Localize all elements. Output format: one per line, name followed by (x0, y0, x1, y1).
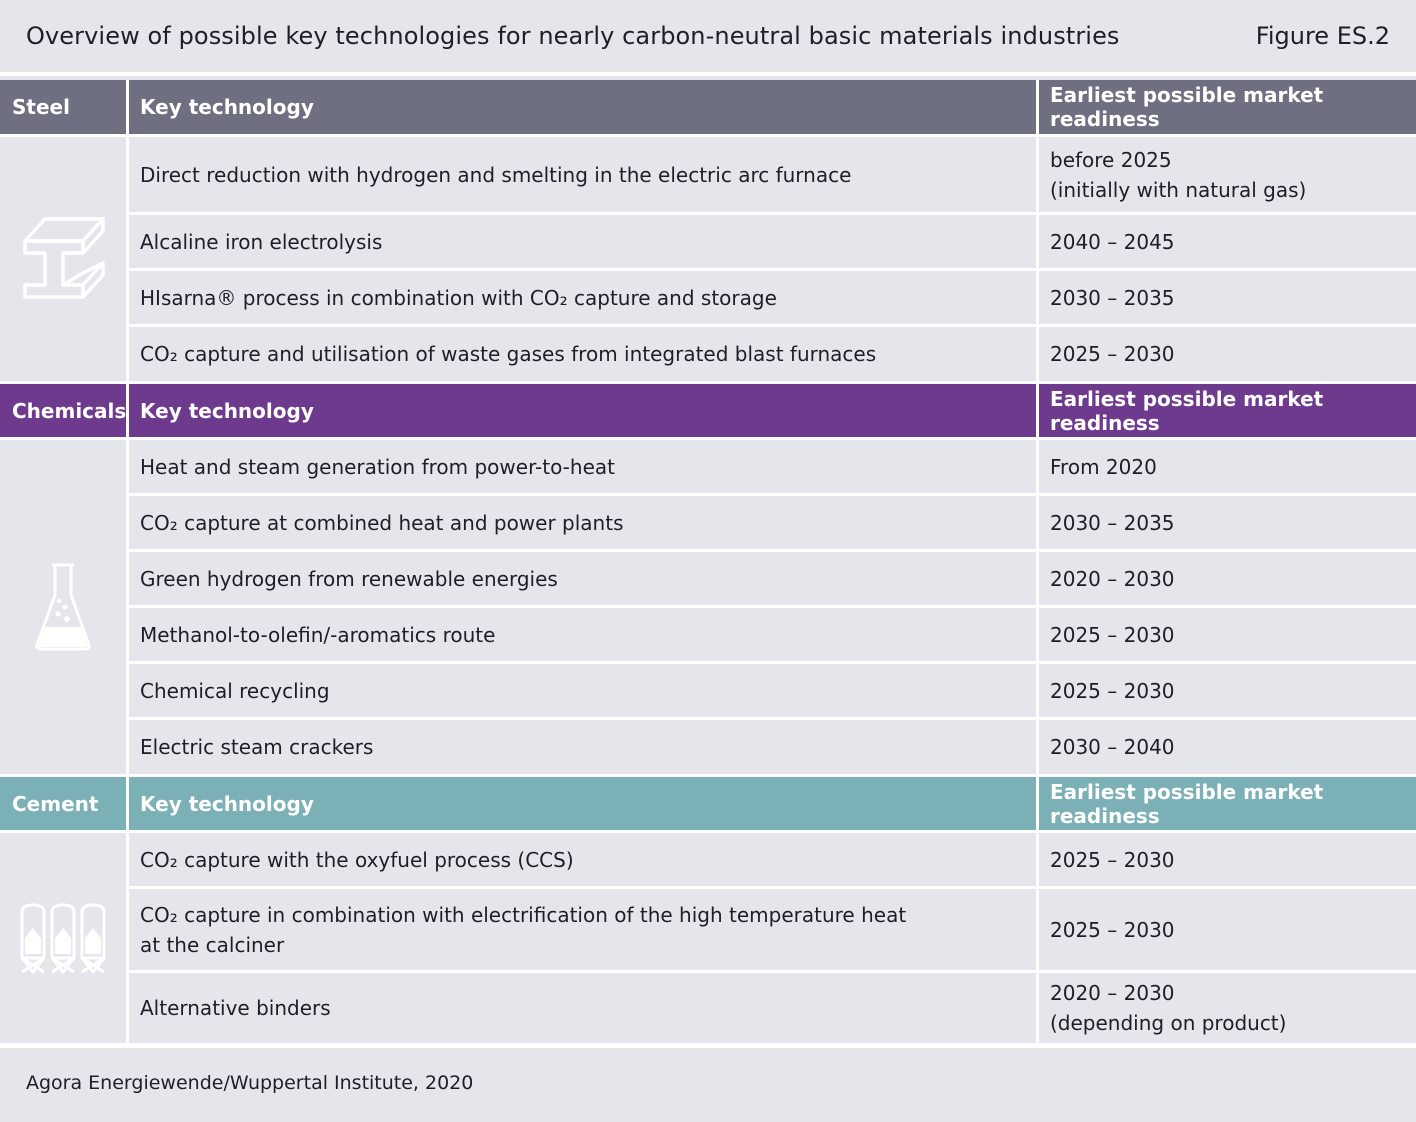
section-name-steel: Steel (0, 80, 126, 134)
table-row: CO₂ capture at combined heat and power p… (0, 496, 1416, 549)
readiness-cell: 2030 – 2035 (1039, 271, 1416, 324)
readiness-cell: 2020 – 2030 (1039, 552, 1416, 605)
title-bar: Overview of possible key technologies fo… (0, 0, 1416, 76)
technology-cell: CO₂ capture in combination with electrif… (129, 889, 1036, 970)
readiness-cell: 2030 – 2040 (1039, 720, 1416, 774)
table-row: CO₂ capture in combination with electrif… (0, 889, 1416, 970)
table-row: Chemical recycling 2025 – 2030 (0, 664, 1416, 717)
page-title: Overview of possible key technologies fo… (26, 22, 1120, 50)
technology-cell: Direct reduction with hydrogen and smelt… (129, 137, 1036, 212)
technology-cell: Heat and steam generation from power-to-… (129, 440, 1036, 493)
technology-cell: Chemical recycling (129, 664, 1036, 717)
technology-cell: CO₂ capture and utilisation of waste gas… (129, 327, 1036, 381)
readiness-cell: From 2020 (1039, 440, 1416, 493)
readiness-cell: 2040 – 2045 (1039, 215, 1416, 268)
technology-cell: Alternative binders (129, 973, 1036, 1043)
table-row: Methanol-to-olefin/-aromatics route 2025… (0, 608, 1416, 661)
readiness-cell: 2020 – 2030 (depending on product) (1039, 973, 1416, 1043)
technology-cell: Alcaline iron electrolysis (129, 215, 1036, 268)
table-row: HIsarna® process in combination with CO₂… (0, 271, 1416, 324)
cement-silo-icon (20, 903, 106, 974)
cement-header-row: Cement Key technology Earliest possible … (0, 777, 1416, 830)
readiness-cell: 2025 – 2030 (1039, 889, 1416, 970)
steel-header-row: Steel Key technology Earliest possible m… (0, 80, 1416, 134)
technology-cell: Green hydrogen from renewable energies (129, 552, 1036, 605)
readiness-cell: 2025 – 2030 (1039, 664, 1416, 717)
cement-icon-cell (0, 833, 126, 1043)
col-header-readiness: Earliest possible market readiness (1039, 80, 1416, 134)
table-row: CO₂ capture with the oxyfuel process (CC… (0, 833, 1416, 886)
source-note: Agora Energiewende/Wuppertal Institute, … (26, 1072, 474, 1094)
col-header-technology: Key technology (129, 384, 1036, 437)
technology-cell: CO₂ capture with the oxyfuel process (CC… (129, 833, 1036, 886)
technology-cell: Methanol-to-olefin/-aromatics route (129, 608, 1036, 661)
table-row: Alcaline iron electrolysis 2040 – 2045 (0, 215, 1416, 268)
section-name-cement: Cement (0, 777, 126, 830)
col-header-readiness: Earliest possible market readiness (1039, 384, 1416, 437)
col-header-technology: Key technology (129, 80, 1036, 134)
readiness-cell: 2025 – 2030 (1039, 608, 1416, 661)
table-row: Heat and steam generation from power-to-… (0, 440, 1416, 493)
chemicals-header-row: Chemicals Key technology Earliest possib… (0, 384, 1416, 437)
col-header-technology: Key technology (129, 777, 1036, 830)
table-row: CO₂ capture and utilisation of waste gas… (0, 327, 1416, 381)
section-name-chemicals: Chemicals (0, 384, 126, 437)
steel-beam-icon (23, 217, 105, 299)
technology-cell: HIsarna® process in combination with CO₂… (129, 271, 1036, 324)
readiness-cell: 2030 – 2035 (1039, 496, 1416, 549)
technology-cell: CO₂ capture at combined heat and power p… (129, 496, 1036, 549)
technology-cell: Electric steam crackers (129, 720, 1036, 774)
table-row: Direct reduction with hydrogen and smelt… (0, 137, 1416, 212)
figure-label: Figure ES.2 (1255, 22, 1390, 50)
footer-divider (0, 1043, 1416, 1048)
table-row: Green hydrogen from renewable energies 2… (0, 552, 1416, 605)
table-row: Electric steam crackers 2030 – 2040 (0, 720, 1416, 774)
readiness-cell: before 2025 (initially with natural gas) (1039, 137, 1416, 212)
table-row: Alternative binders 2020 – 2030 (dependi… (0, 973, 1416, 1043)
chemicals-icon-cell (0, 440, 126, 774)
col-header-readiness: Earliest possible market readiness (1039, 777, 1416, 830)
readiness-cell: 2025 – 2030 (1039, 833, 1416, 886)
flask-icon (35, 563, 91, 651)
readiness-cell: 2025 – 2030 (1039, 327, 1416, 381)
steel-icon-cell (0, 137, 126, 381)
